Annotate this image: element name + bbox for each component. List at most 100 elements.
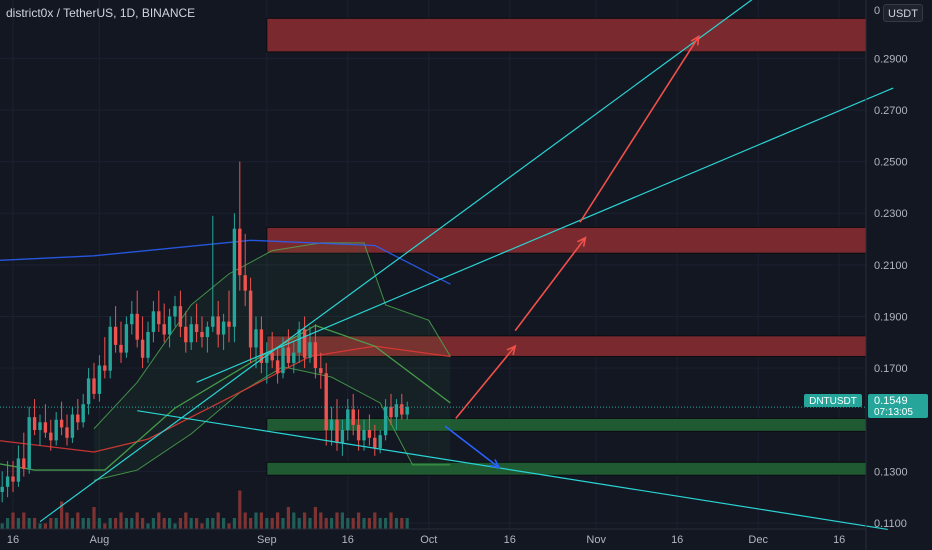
candle-body	[302, 329, 307, 358]
volume-bar	[227, 523, 231, 529]
top-axis-tick: 0	[874, 5, 881, 17]
price-axis[interactable]: 0.2900 0.2700 0.2500 0.2300 0.2100 0.1900 0.17…	[865, 0, 908, 550]
candle-body	[313, 342, 318, 369]
volume-bar	[389, 512, 393, 529]
volume-bar	[303, 512, 307, 529]
price-tick-label: 0.1900	[874, 311, 908, 323]
volume-bar	[238, 490, 242, 529]
arrow-head	[490, 459, 501, 469]
time-tick-label: Sep	[257, 534, 277, 546]
volume-bar	[81, 518, 85, 529]
volume-bar	[373, 512, 377, 529]
price-tick-label: 0.1100	[874, 518, 907, 530]
candle-body	[86, 378, 91, 405]
volume-bar	[87, 518, 91, 529]
volume-bar	[141, 518, 145, 529]
volume-bar	[43, 523, 47, 529]
price-tick-label: 0.2300	[874, 208, 908, 220]
trendline	[137, 410, 888, 531]
volume-bar	[49, 518, 53, 529]
volume-bar	[173, 523, 177, 529]
candle-body	[108, 326, 112, 371]
volume-bar	[70, 518, 74, 529]
candle-body	[43, 422, 48, 433]
volume-bar	[330, 518, 334, 529]
volume-bar	[232, 518, 236, 529]
candle-body	[151, 311, 156, 332]
candle-body	[324, 373, 328, 431]
candle-body	[335, 419, 339, 443]
volume-bar	[265, 518, 269, 529]
candle-body	[32, 417, 37, 431]
candle-body	[81, 404, 85, 423]
volume-bar	[33, 518, 37, 529]
candle-body	[49, 432, 53, 441]
time-tick-label: 16	[504, 534, 516, 546]
candle-body	[292, 352, 296, 363]
volume-bar	[362, 518, 366, 529]
volume-bar	[130, 518, 134, 529]
candle-body	[356, 424, 361, 441]
volume-bar	[151, 518, 155, 529]
candle-body	[92, 378, 96, 394]
time-tick-label: Nov	[586, 534, 606, 546]
candle-body	[367, 430, 372, 438]
volume-bar	[178, 518, 182, 529]
candle-body	[254, 329, 258, 348]
candle-body	[70, 414, 75, 438]
volume-bar	[27, 518, 31, 529]
volume-bar	[54, 518, 58, 529]
candle-body	[16, 458, 21, 482]
time-axis[interactable]: 16 Aug Sep 16 Oct 16 Nov 16 Dec 16	[0, 528, 866, 546]
arrow-head	[577, 236, 587, 247]
volume-bar	[243, 512, 247, 529]
price-tick-label: 0.2700	[874, 105, 908, 117]
exchange: BINANCE	[141, 6, 196, 20]
volume-bar	[313, 507, 317, 529]
volume-bar	[146, 523, 150, 529]
volume-bar	[103, 523, 107, 529]
candle-body	[173, 306, 177, 317]
volume-bar	[6, 518, 10, 529]
time-tick-label: 16	[7, 534, 19, 546]
volume-bar	[0, 523, 4, 529]
volume-bar	[254, 512, 258, 529]
countdown-text: 07:13:05	[874, 407, 913, 418]
candle-body	[157, 311, 161, 325]
volume-bar	[405, 518, 409, 529]
trendlines[interactable]	[39, 0, 894, 531]
volume-bar	[76, 512, 80, 529]
candle-body	[378, 435, 382, 449]
candle-body	[238, 228, 242, 276]
candle-body	[97, 365, 102, 394]
currency-button[interactable]: USDT	[883, 4, 923, 22]
candle-body	[113, 326, 118, 345]
volume-bar	[200, 523, 204, 529]
candle-body	[54, 419, 58, 441]
candle-body	[205, 326, 210, 338]
price-tick-label: 0.2900	[874, 53, 908, 65]
arrow-shaft	[455, 345, 516, 419]
time-tick-label: Dec	[748, 534, 768, 546]
candle-body	[0, 486, 4, 492]
candle-body	[270, 352, 274, 361]
candle-body	[124, 324, 129, 353]
candle-body	[38, 422, 42, 431]
volume-bar	[270, 518, 274, 529]
support-zone	[266, 417, 867, 432]
candle-body	[373, 437, 377, 449]
candle-body	[189, 324, 193, 343]
candle-body	[248, 290, 253, 348]
ticker-tag	[804, 394, 862, 407]
volume-bar	[324, 518, 328, 529]
candle-body	[227, 321, 231, 327]
arrow-shaft	[514, 237, 587, 332]
volume-bar	[22, 512, 26, 529]
volume-bar	[168, 518, 172, 529]
volume-bar	[249, 518, 253, 529]
trendline	[39, 0, 753, 523]
candle-body	[184, 326, 188, 343]
arrow-head	[690, 34, 700, 46]
candle-body	[286, 347, 291, 363]
